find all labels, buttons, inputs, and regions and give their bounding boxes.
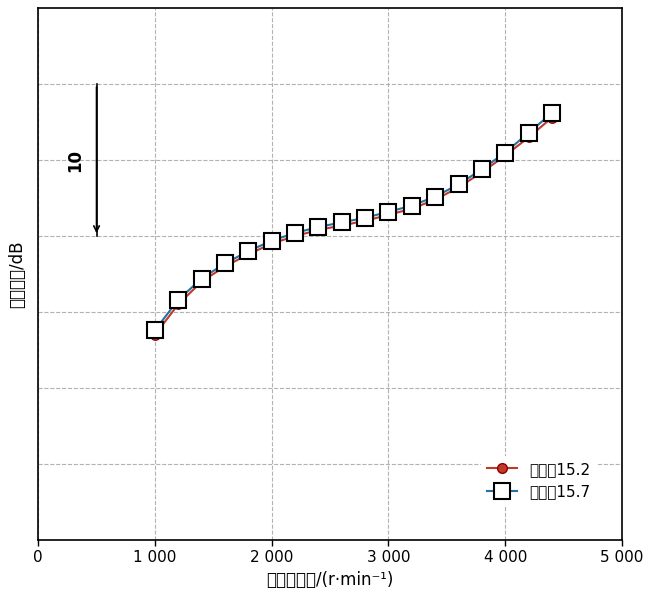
压缩比15.7 [291, 229, 299, 236]
压缩比15.2 [338, 222, 346, 229]
压缩比15.2 [174, 301, 182, 308]
压缩比15.7 [501, 149, 509, 156]
压缩比15.2 [268, 240, 276, 247]
压缩比15.7 [361, 214, 369, 221]
压缩比15.2 [291, 232, 299, 239]
压缩比15.2 [221, 263, 229, 270]
压缩比15.7 [198, 275, 205, 282]
压缩比15.7 [244, 248, 252, 255]
Text: 10: 10 [67, 149, 85, 172]
压缩比15.7 [385, 208, 393, 216]
压缩比15.2 [314, 226, 322, 233]
压缩比15.7 [221, 260, 229, 267]
压缩比15.7 [525, 129, 533, 136]
压缩比15.2 [408, 205, 416, 213]
压缩比15.2 [548, 114, 556, 121]
压缩比15.7 [431, 193, 439, 200]
Line: 压缩比15.7: 压缩比15.7 [147, 104, 560, 338]
压缩比15.2 [454, 184, 462, 191]
压缩比15.7 [478, 166, 486, 173]
压缩比15.7 [174, 296, 182, 303]
压缩比15.2 [478, 169, 486, 176]
压缩比15.2 [244, 251, 252, 258]
压缩比15.7 [338, 219, 346, 226]
压缩比15.7 [548, 109, 556, 116]
压缩比15.7 [268, 237, 276, 244]
压缩比15.7 [408, 202, 416, 210]
压缩比15.2 [501, 152, 509, 159]
Y-axis label: 燃烧噪声/dB: 燃烧噪声/dB [8, 240, 26, 308]
压缩比15.2 [151, 331, 159, 338]
压缩比15.2 [431, 196, 439, 203]
压缩比15.7 [151, 327, 159, 334]
压缩比15.2 [198, 278, 205, 285]
Line: 压缩比15.2: 压缩比15.2 [150, 113, 557, 340]
X-axis label: 发动机转速/(r·min⁻¹): 发动机转速/(r·min⁻¹) [267, 571, 394, 589]
压缩比15.7 [454, 181, 462, 188]
Legend: 压缩比15.2, 压缩比15.7: 压缩比15.2, 压缩比15.7 [481, 456, 597, 506]
压缩比15.2 [361, 217, 369, 224]
压缩比15.2 [525, 134, 533, 141]
压缩比15.2 [385, 211, 393, 219]
压缩比15.7 [314, 223, 322, 230]
